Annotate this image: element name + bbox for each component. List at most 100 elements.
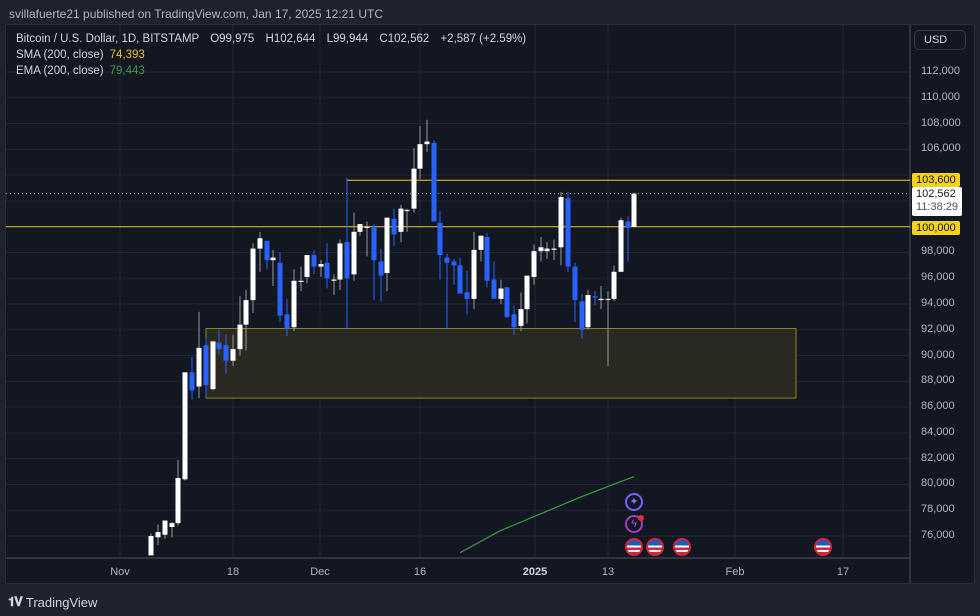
candle-body bbox=[605, 298, 611, 301]
candle-body bbox=[491, 279, 497, 299]
candle-body bbox=[351, 231, 357, 275]
ema-200-line bbox=[459, 476, 635, 554]
candle-body bbox=[169, 523, 175, 527]
current-price: 102,562 bbox=[916, 188, 956, 200]
us-flag-event-icon[interactable] bbox=[646, 538, 664, 556]
candle-body bbox=[203, 345, 209, 386]
candle-body bbox=[404, 209, 410, 212]
price-label: 86,000 bbox=[921, 400, 955, 413]
close-value: C102,562 bbox=[379, 33, 430, 45]
time-label: Dec bbox=[310, 566, 330, 578]
symbol-title[interactable]: Bitcoin / U.S. Dollar, 1D, BITSTAMP bbox=[16, 33, 199, 45]
candle-body bbox=[237, 324, 243, 350]
price-label: 78,000 bbox=[921, 503, 955, 516]
candle-body bbox=[511, 314, 517, 328]
price-label: 82,000 bbox=[921, 451, 955, 464]
candle-body bbox=[257, 238, 263, 249]
candle-body bbox=[277, 262, 283, 316]
candle-body bbox=[538, 247, 544, 252]
candle-body bbox=[162, 520, 168, 535]
bar-countdown: 11:38:29 bbox=[916, 201, 959, 213]
price-label: 92,000 bbox=[921, 322, 955, 335]
candle-body bbox=[291, 280, 297, 328]
candle-body bbox=[565, 198, 571, 267]
candle-body bbox=[344, 242, 350, 279]
candle-body bbox=[444, 257, 450, 263]
time-label: Nov bbox=[110, 566, 130, 578]
price-label: 98,000 bbox=[921, 245, 955, 258]
lightning-event-icon[interactable]: ϟ bbox=[625, 515, 644, 533]
candle-body bbox=[318, 264, 324, 267]
price-label: 84,000 bbox=[921, 425, 955, 438]
chart-legend: Bitcoin / U.S. Dollar, 1D, BITSTAMP O99,… bbox=[16, 31, 526, 79]
candle-body bbox=[464, 292, 470, 299]
candle-body bbox=[391, 218, 397, 235]
notification-dot-icon bbox=[638, 515, 644, 521]
candle-body bbox=[417, 144, 423, 169]
candle-body bbox=[357, 224, 363, 232]
candle-body bbox=[189, 372, 195, 391]
candle-body bbox=[437, 222, 443, 256]
brand-name: TradingView bbox=[25, 594, 98, 610]
candle-body bbox=[518, 309, 524, 326]
candle-body bbox=[471, 249, 477, 299]
change-value: +2,587 (+2.59%) bbox=[440, 33, 527, 45]
price-label: 76,000 bbox=[921, 529, 955, 541]
candle-body bbox=[371, 226, 377, 261]
price-label: 94,000 bbox=[921, 297, 955, 309]
time-label: 17 bbox=[836, 566, 850, 578]
candle-body bbox=[250, 248, 256, 301]
candle-body bbox=[451, 261, 457, 266]
time-label: 18 bbox=[226, 566, 240, 578]
candle-body bbox=[424, 141, 430, 145]
high-value: H102,644 bbox=[265, 33, 316, 45]
candle-body bbox=[618, 220, 624, 272]
demand-zone bbox=[205, 327, 797, 399]
time-label: 16 bbox=[413, 566, 427, 578]
publish-info: svillafuerte21 published on TradingView.… bbox=[9, 7, 384, 21]
candle-body bbox=[411, 168, 417, 209]
candle-body bbox=[284, 314, 290, 329]
candle-body bbox=[384, 217, 390, 274]
ema-value: 79,443 bbox=[109, 65, 145, 77]
ema-legend-row[interactable]: EMA (200, close) 79,443 bbox=[16, 63, 526, 79]
currency-button[interactable]: USD bbox=[914, 30, 966, 50]
tradingview-brand[interactable]: 𝟏𝐕 TradingView bbox=[8, 594, 97, 610]
resistance-price-tag: 103,600 bbox=[912, 173, 960, 187]
candle-body bbox=[457, 265, 463, 294]
candle-body bbox=[364, 226, 370, 228]
candle-body bbox=[298, 280, 304, 283]
candle-body bbox=[337, 243, 343, 280]
candle-body bbox=[551, 248, 557, 250]
candle-body bbox=[270, 257, 276, 261]
time-label: Feb bbox=[725, 566, 745, 578]
candle-body bbox=[243, 300, 249, 325]
candle-body bbox=[478, 235, 484, 250]
candle-body bbox=[223, 345, 229, 361]
candle-body bbox=[155, 532, 161, 538]
candle-body bbox=[378, 261, 384, 276]
us-flag-event-icon[interactable] bbox=[625, 538, 643, 556]
candle-body bbox=[531, 251, 537, 277]
low-value: L99,944 bbox=[326, 33, 369, 45]
sma-legend-row[interactable]: SMA (200, close) 74,393 bbox=[16, 47, 526, 63]
us-flag-event-icon[interactable] bbox=[673, 538, 691, 556]
candle-body bbox=[572, 266, 578, 301]
candle-body bbox=[175, 478, 181, 524]
candle-body bbox=[264, 240, 270, 261]
candle-body bbox=[504, 287, 510, 317]
price-label: 108,000 bbox=[921, 116, 961, 129]
time-label: 13 bbox=[601, 566, 615, 578]
candle-body bbox=[484, 236, 490, 281]
candle-body bbox=[544, 248, 550, 252]
symbol-ohlc-row: Bitcoin / U.S. Dollar, 1D, BITSTAMP O99,… bbox=[16, 31, 526, 47]
candle-body bbox=[498, 288, 504, 299]
us-flag-event-icon[interactable] bbox=[814, 538, 832, 556]
price-label: 80,000 bbox=[921, 477, 955, 490]
sparkle-event-icon[interactable]: ✦ bbox=[625, 493, 643, 511]
price-label: 110,000 bbox=[921, 90, 960, 103]
price-label: 96,000 bbox=[921, 271, 955, 284]
candle-body bbox=[398, 208, 404, 232]
tradingview-logo-icon: 𝟏𝐕 bbox=[8, 594, 23, 609]
